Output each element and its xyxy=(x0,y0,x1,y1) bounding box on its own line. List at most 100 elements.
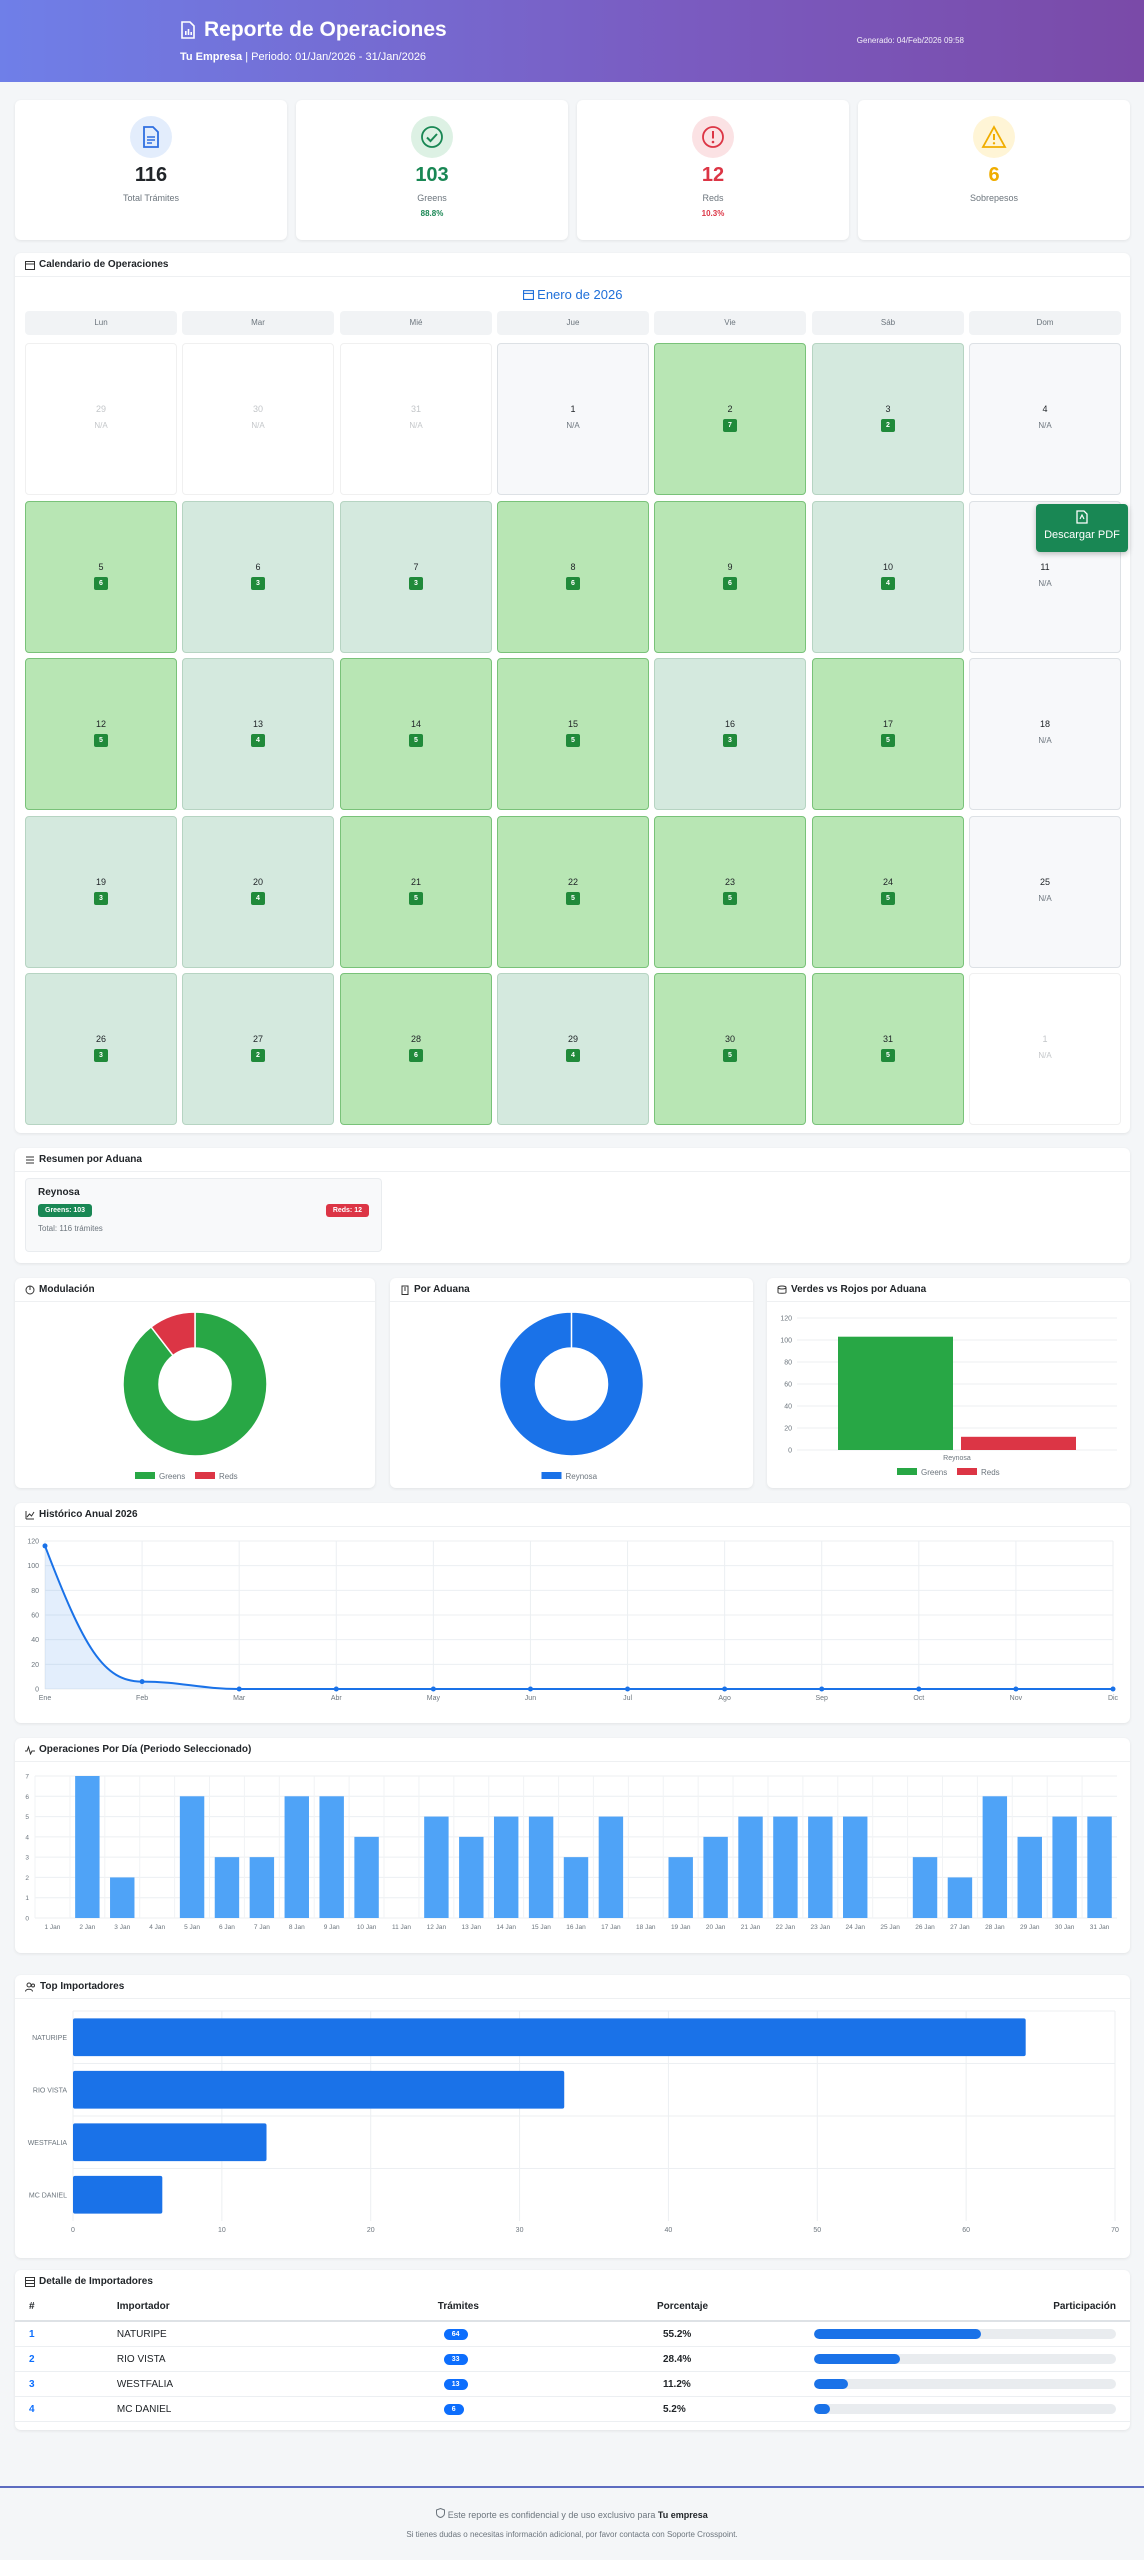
calendar-day[interactable]: 30 5 xyxy=(654,973,806,1125)
legend-label: Reds xyxy=(219,1472,238,1481)
calendar-day[interactable]: 28 6 xyxy=(340,973,492,1125)
calendar-day[interactable]: 20 4 xyxy=(182,815,334,968)
calendar-day[interactable]: 15 5 xyxy=(497,658,649,810)
day-number: 6 xyxy=(255,561,261,572)
row-importador: WESTFALIA xyxy=(102,2371,424,2397)
calendar-day[interactable]: 25 N/A xyxy=(969,815,1121,968)
day-count: 5 xyxy=(655,1044,805,1062)
x-tick-label: Abr xyxy=(331,1695,343,1702)
x-tick-label: 20 Jan xyxy=(706,1924,726,1931)
stat-card-sobrepesos: 6 Sobrepesos xyxy=(858,100,1130,240)
calendar-day[interactable]: 13 4 xyxy=(182,658,334,810)
calendar-day[interactable]: 10 4 xyxy=(812,500,964,653)
calendar-day[interactable]: 4 N/A xyxy=(969,343,1121,495)
calendar-day[interactable]: 1 N/A xyxy=(497,343,649,495)
calendar-day[interactable]: 24 5 xyxy=(812,815,964,968)
day-count: 6 xyxy=(341,1044,491,1062)
tramites-pill: 13 xyxy=(443,2379,468,2390)
calendar-day[interactable]: 16 3 xyxy=(654,658,806,810)
stat-label: Greens xyxy=(417,193,447,203)
day-number: 20 xyxy=(252,876,263,887)
data-point xyxy=(1013,1686,1019,1692)
weekday-header: Vie xyxy=(654,311,806,335)
pie-icon xyxy=(25,1285,35,1294)
legend-label: Reynosa xyxy=(566,1472,598,1481)
day-number: 30 xyxy=(252,404,263,414)
calendar-day[interactable]: 30 N/A xyxy=(182,343,334,495)
day-na-label: N/A xyxy=(251,421,265,430)
calendar-day[interactable]: 12 5 xyxy=(25,658,177,810)
download-pdf-button[interactable]: Descargar PDF xyxy=(1036,504,1128,552)
footer-support: Si tienes dudas o necesitas información … xyxy=(406,2530,738,2539)
x-tick-label: Sep xyxy=(815,1695,828,1702)
legend-swatch xyxy=(541,1472,562,1479)
y-tick-label: 80 xyxy=(784,1360,792,1367)
day-count: 4 xyxy=(183,729,333,747)
report-period: Periodo: 01/Jan/2026 - 31/Jan/2026 xyxy=(251,51,427,63)
calendar-day[interactable]: 21 5 xyxy=(340,815,492,968)
calendar-day[interactable]: 31 N/A xyxy=(340,343,492,495)
section-title: Detalle de Importadores xyxy=(15,2270,1130,2293)
calendar-day[interactable]: 1 N/A xyxy=(969,973,1121,1125)
day-count: 2 xyxy=(813,414,963,432)
historico-chart-card: Histórico Anual 2026 0 20 40 60 80 100 120 Ene F… xyxy=(15,1503,1130,1723)
y-tick-label: 40 xyxy=(784,1404,792,1411)
calendar-day[interactable]: 29 N/A xyxy=(25,343,177,495)
weekday-header: Mar xyxy=(182,311,334,335)
calendar-day[interactable]: 17 5 xyxy=(812,658,964,810)
day-number: 13 xyxy=(252,719,263,729)
day-number: 1 xyxy=(570,404,576,414)
data-point xyxy=(333,1686,339,1692)
day-number: 15 xyxy=(567,719,578,729)
day-count-badge: 4 xyxy=(251,734,265,747)
data-point xyxy=(430,1686,436,1692)
day-number: 18 xyxy=(1039,719,1050,729)
participation-bar xyxy=(814,2404,1116,2414)
data-point xyxy=(1110,1686,1116,1692)
importadores-table: # Importador Trámites Porcentaje Partici… xyxy=(15,2293,1130,2422)
calendar-day[interactable]: 22 5 xyxy=(497,815,649,968)
aduana-name: Reynosa xyxy=(38,1187,80,1198)
calendar-day[interactable]: 19 3 xyxy=(25,815,177,968)
verdes-rojos-chart-card: Verdes vs Rojos por Aduana 0 20 40 60 80 100 1… xyxy=(767,1278,1130,1488)
col-index: # xyxy=(15,2293,103,2322)
table-row: 3 WESTFALIA 13 11.2% xyxy=(15,2371,1130,2397)
day-number: 31 xyxy=(410,404,421,414)
day-number: 10 xyxy=(882,561,893,572)
modulacion-donut-chart: Greens Reds xyxy=(122,1311,268,1481)
calendar-day[interactable]: 14 5 xyxy=(340,658,492,810)
calendar-day[interactable]: 31 5 xyxy=(812,973,964,1125)
chart-bar xyxy=(319,1796,344,1918)
day-count: 3 xyxy=(183,572,333,590)
calendar-day[interactable]: 29 4 xyxy=(497,973,649,1125)
row-porcentaje: 5.2% xyxy=(642,2396,800,2422)
x-tick-label: Jun xyxy=(525,1695,536,1702)
day-na-label: N/A xyxy=(409,421,423,430)
importadores-table-section: Detalle de Importadores # Importador Trá… xyxy=(15,2270,1130,2430)
stack-icon xyxy=(777,1285,787,1294)
calendar-day[interactable]: 27 2 xyxy=(182,973,334,1125)
day-number: 28 xyxy=(410,1034,421,1044)
area-fill xyxy=(45,1545,1113,1689)
chart-bar xyxy=(249,1857,275,1918)
legend-label: Greens xyxy=(921,1468,947,1477)
row-index: 4 xyxy=(15,2396,103,2422)
x-tick-label: Nov xyxy=(1010,1695,1023,1702)
calendar-day[interactable]: 18 N/A xyxy=(969,658,1121,810)
row-index: 3 xyxy=(15,2371,103,2397)
por-dia-bar-chart: 0 1 2 3 4 5 6 7 1 Jan 2 Jan 3 Jan 4 Jan 5 Jan 6 Jan 7 … xyxy=(25,1774,1117,1931)
calendar-day[interactable]: 26 3 xyxy=(25,973,177,1125)
participation-bar-fill xyxy=(814,2329,981,2339)
x-tick-label: 5 Jan xyxy=(184,1924,200,1931)
chart-bar xyxy=(179,1796,205,1918)
y-tick-label: 4 xyxy=(25,1834,29,1841)
calendar-day[interactable]: 23 5 xyxy=(654,815,806,968)
legend-swatch xyxy=(195,1472,215,1479)
